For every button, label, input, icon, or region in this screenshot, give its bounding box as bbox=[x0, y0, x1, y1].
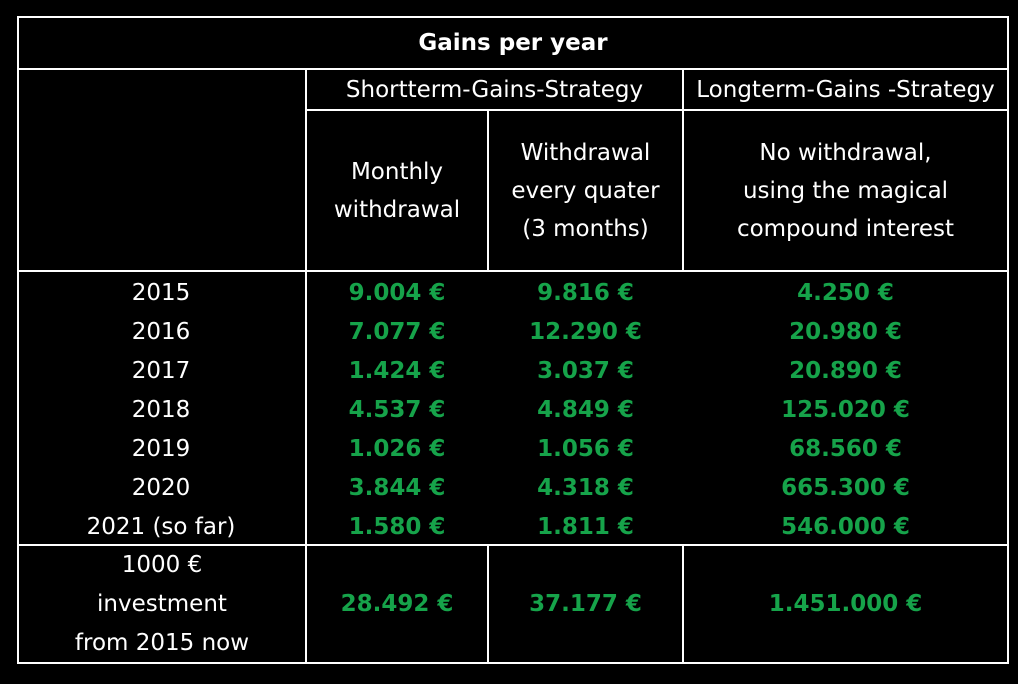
value-cell-quarterly: 4.849 € bbox=[537, 397, 634, 423]
border-years-bottom bbox=[17, 544, 1009, 546]
table-title: Gains per year bbox=[418, 30, 608, 56]
value-cell-compound: 20.890 € bbox=[789, 358, 902, 384]
column-header-monthly-line1: Monthly bbox=[350, 158, 444, 185]
row-label-year: 2015 bbox=[131, 280, 191, 306]
value-cell-monthly: 1.424 € bbox=[348, 358, 446, 384]
border-top bbox=[17, 16, 1009, 18]
border-title-bottom bbox=[17, 68, 1009, 70]
value-cell-compound: 68.560 € bbox=[789, 436, 902, 462]
total-row-label-line3: from 2015 now bbox=[74, 629, 250, 656]
column-header-compound-line3: compound interest bbox=[736, 215, 955, 242]
value-cell-compound: 20.980 € bbox=[789, 319, 902, 345]
value-cell-quarterly: 12.290 € bbox=[529, 319, 642, 345]
value-cell-compound: 546.000 € bbox=[781, 514, 910, 540]
total-value-compound: 1.451.000 € bbox=[768, 591, 923, 617]
value-cell-monthly: 4.537 € bbox=[348, 397, 446, 423]
column-header-compound-line1: No withdrawal, bbox=[759, 139, 932, 166]
value-cell-compound: 665.300 € bbox=[781, 475, 910, 501]
value-cell-compound: 4.250 € bbox=[797, 280, 894, 306]
value-cell-monthly: 1.026 € bbox=[348, 436, 446, 462]
total-row-label: 1000 € investment from 2015 now bbox=[19, 546, 305, 662]
column-header-monthly: Monthly withdrawal bbox=[307, 111, 487, 270]
value-cell-quarterly: 9.816 € bbox=[537, 280, 634, 306]
row-label-year: 2016 bbox=[131, 319, 191, 345]
divider-short-sub bbox=[487, 109, 489, 272]
value-cell-quarterly: 3.037 € bbox=[537, 358, 634, 384]
row-label-year: 2020 bbox=[131, 475, 191, 501]
border-right bbox=[1007, 16, 1009, 664]
value-cell-quarterly: 1.811 € bbox=[537, 514, 634, 540]
group-header-longterm: Longterm-Gains -Strategy bbox=[696, 76, 995, 103]
row-label-year: 2018 bbox=[131, 397, 191, 423]
column-header-compound: No withdrawal, using the magical compoun… bbox=[684, 111, 1007, 270]
value-cell-monthly: 7.077 € bbox=[348, 319, 446, 345]
row-label-year: 2019 bbox=[131, 436, 191, 462]
value-cell-monthly: 3.844 € bbox=[348, 475, 446, 501]
column-header-compound-line2: using the magical bbox=[742, 177, 949, 204]
border-bottom bbox=[17, 662, 1009, 664]
row-label-year: 2017 bbox=[131, 358, 191, 384]
border-left bbox=[17, 16, 19, 664]
total-row-label-line1: 1000 € bbox=[121, 551, 203, 578]
row-label-year: 2021 (so far) bbox=[86, 514, 236, 540]
column-header-quarterly-line1: Withdrawal bbox=[520, 139, 651, 166]
total-value-monthly: 28.492 € bbox=[340, 591, 454, 617]
value-cell-quarterly: 4.318 € bbox=[537, 475, 634, 501]
border-header-bottom bbox=[17, 270, 1009, 272]
divider-long-total bbox=[682, 544, 684, 664]
value-cell-compound: 125.020 € bbox=[781, 397, 910, 423]
divider-short-sub-total bbox=[487, 544, 489, 664]
total-row-label-line2: investment bbox=[97, 590, 227, 617]
total-value-quarterly: 37.177 € bbox=[529, 591, 642, 617]
column-header-quarterly-line2: every quater bbox=[511, 177, 660, 204]
column-header-quarterly: Withdrawal every quater (3 months) bbox=[489, 111, 682, 270]
value-cell-quarterly: 1.056 € bbox=[537, 436, 634, 462]
divider-label-col bbox=[305, 68, 307, 664]
border-strategy-bottom bbox=[305, 109, 1009, 111]
divider-long bbox=[682, 68, 684, 272]
value-cell-monthly: 1.580 € bbox=[348, 514, 446, 540]
group-header-shortterm: Shortterm-Gains-Strategy bbox=[345, 76, 644, 103]
value-cell-monthly: 9.004 € bbox=[348, 280, 446, 306]
column-header-monthly-line2: withdrawal bbox=[333, 196, 461, 223]
column-header-quarterly-line3: (3 months) bbox=[522, 215, 649, 242]
